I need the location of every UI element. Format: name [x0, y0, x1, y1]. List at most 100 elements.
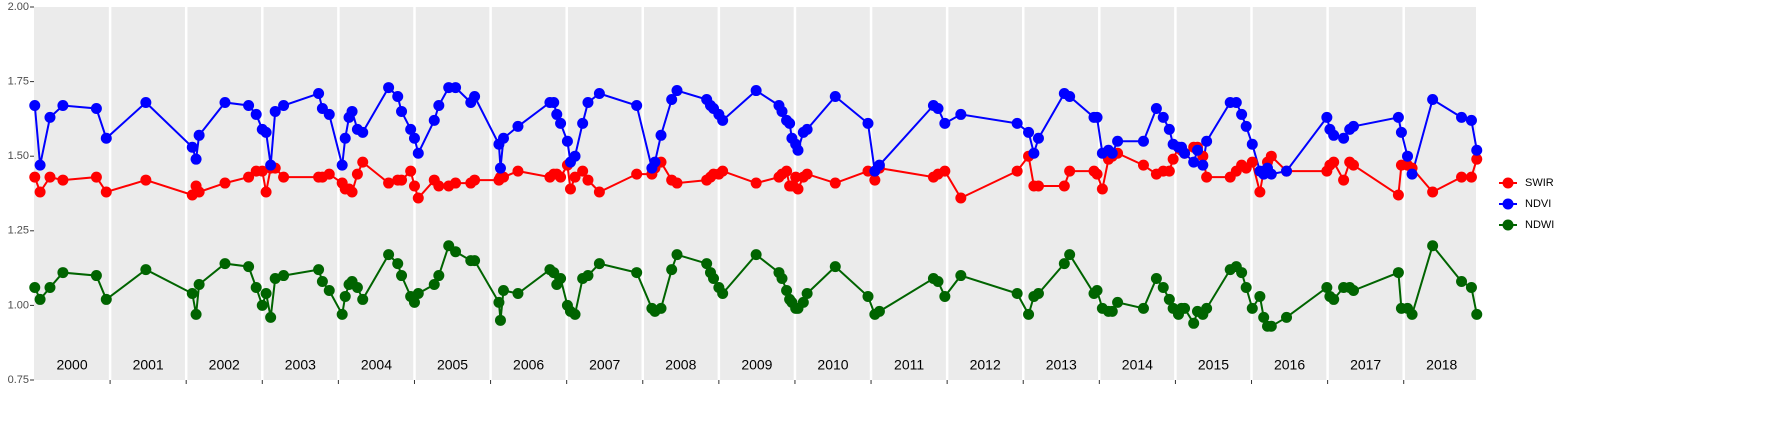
y-tick-label: 1.00 — [8, 299, 29, 311]
data-point — [1091, 168, 1103, 180]
data-point — [405, 165, 417, 177]
data-point — [512, 120, 524, 132]
data-point — [1465, 281, 1477, 293]
data-point — [1058, 180, 1070, 192]
data-point — [555, 273, 567, 285]
data-point — [939, 165, 951, 177]
legend-label: SWIR — [1525, 177, 1554, 189]
data-point — [1265, 150, 1277, 162]
data-point — [631, 267, 643, 279]
data-point — [1395, 126, 1407, 138]
data-point — [939, 290, 951, 302]
data-point — [593, 88, 605, 100]
data-point — [666, 94, 678, 106]
data-point — [1465, 114, 1477, 126]
data-point — [750, 249, 762, 261]
data-point — [433, 99, 445, 111]
data-point — [1427, 94, 1439, 106]
data-point — [1456, 171, 1468, 183]
data-point — [396, 105, 408, 117]
data-point — [90, 171, 102, 183]
data-point — [776, 273, 788, 285]
data-point — [649, 156, 661, 168]
data-point — [383, 249, 395, 261]
data-point — [750, 85, 762, 97]
data-point — [34, 159, 46, 171]
data-point — [190, 308, 202, 320]
data-point — [339, 132, 351, 144]
data-point — [829, 91, 841, 103]
data-point — [1157, 281, 1169, 293]
data-point — [582, 174, 594, 186]
year-label: 2017 — [1350, 357, 1381, 373]
data-point — [408, 296, 420, 308]
data-point — [351, 281, 363, 293]
data-point — [450, 82, 462, 94]
data-point — [278, 99, 290, 111]
year-label: 2002 — [209, 357, 240, 373]
data-point — [412, 192, 424, 204]
data-point — [717, 114, 729, 126]
data-point — [1328, 156, 1340, 168]
data-point — [701, 258, 713, 270]
data-point — [278, 171, 290, 183]
data-point — [469, 91, 481, 103]
data-point — [357, 293, 369, 305]
data-point — [671, 85, 683, 97]
legend-marker — [1502, 198, 1514, 210]
data-point — [396, 270, 408, 282]
data-point — [869, 174, 881, 186]
data-point — [90, 270, 102, 282]
data-point — [186, 141, 198, 153]
year-label: 2001 — [133, 357, 164, 373]
data-point — [269, 105, 281, 117]
data-point — [1236, 267, 1248, 279]
data-point — [44, 281, 56, 293]
data-point — [1258, 311, 1270, 323]
data-point — [1201, 171, 1213, 183]
data-point — [408, 180, 420, 192]
y-tick-label: 1.50 — [8, 150, 29, 162]
data-point — [1321, 281, 1333, 293]
data-point — [57, 99, 69, 111]
data-point — [1328, 129, 1340, 141]
year-label: 2016 — [1274, 357, 1305, 373]
data-point — [450, 246, 462, 258]
data-point — [1064, 91, 1076, 103]
year-label: 2007 — [589, 357, 620, 373]
data-point — [1179, 147, 1191, 159]
data-point — [186, 287, 198, 299]
data-point — [336, 308, 348, 320]
data-point — [428, 114, 440, 126]
data-point — [1406, 308, 1418, 320]
data-point — [313, 264, 325, 276]
data-point — [428, 279, 440, 291]
data-point — [346, 186, 358, 198]
year-label: 2005 — [437, 357, 468, 373]
data-point — [383, 82, 395, 94]
data-point — [939, 117, 951, 129]
data-point — [100, 132, 112, 144]
data-point — [1427, 186, 1439, 198]
data-point — [790, 171, 802, 183]
data-point — [593, 186, 605, 198]
data-point — [219, 258, 231, 270]
data-point — [781, 165, 793, 177]
data-point — [1392, 189, 1404, 201]
data-point — [1137, 159, 1149, 171]
legend-marker — [1502, 219, 1514, 231]
data-point — [1137, 302, 1149, 314]
data-point — [708, 273, 720, 285]
data-point — [412, 147, 424, 159]
data-point — [781, 284, 793, 296]
year-label: 2009 — [741, 357, 772, 373]
data-point — [90, 102, 102, 114]
data-point — [1064, 165, 1076, 177]
data-point — [260, 287, 272, 299]
data-point — [1011, 287, 1023, 299]
data-point — [666, 264, 678, 276]
data-point — [383, 177, 395, 189]
data-point — [1191, 144, 1203, 156]
data-point — [498, 171, 510, 183]
data-point — [469, 255, 481, 267]
